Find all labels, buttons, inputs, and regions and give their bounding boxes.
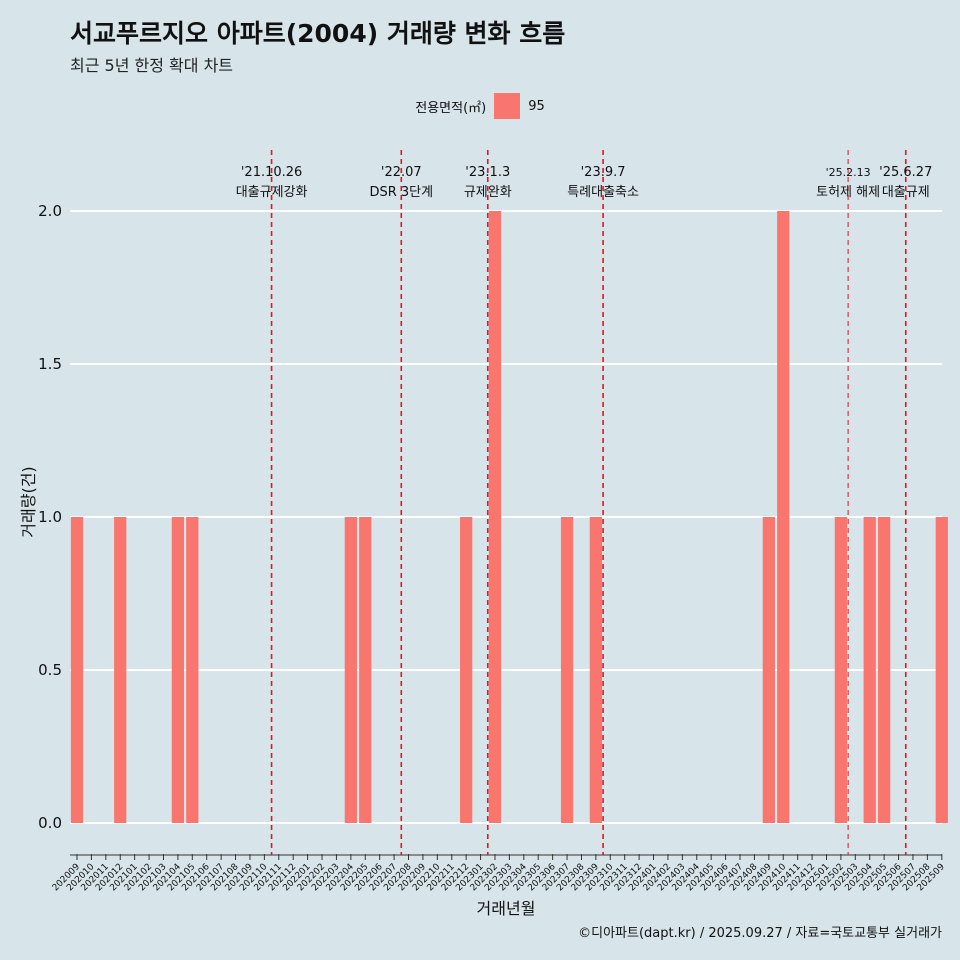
event-label: DSR 3단계 (369, 185, 433, 200)
y-tick-label: 1.5 (38, 355, 62, 373)
legend-title: 전용면적(㎡) (415, 100, 487, 116)
bar (460, 517, 473, 823)
bar (359, 517, 372, 823)
bar (560, 517, 574, 823)
event-label: 특례대출축소 (567, 185, 639, 200)
legend-swatch (494, 93, 521, 119)
bar (171, 517, 185, 823)
event-date: '23.1.3 (465, 165, 510, 180)
event-date: '25.6.27 (879, 165, 932, 180)
y-tick-label: 1.0 (38, 508, 62, 526)
bar (777, 211, 790, 823)
y-tick-label: 0.5 (38, 661, 62, 679)
bar (114, 517, 127, 823)
event-label: 대출규제 (882, 185, 930, 200)
event-label: 토허제 해제 (816, 185, 880, 200)
caption: ©디아파트(dapt.kr) / 2025.09.27 / 자료=국토교통부 실… (578, 926, 942, 941)
legend-label: 95 (528, 98, 545, 114)
chart-subtitle: 최근 5년 한정 확대 차트 (70, 56, 234, 75)
event-date: '23.9.7 (581, 165, 626, 180)
y-tick-label: 0.0 (38, 814, 62, 832)
bar (488, 211, 502, 823)
y-axis-title: 거래량(건) (19, 466, 38, 537)
legend: 전용면적(㎡) 95 (0, 93, 960, 119)
bar (834, 517, 848, 823)
x-axis-title: 거래년월 (477, 899, 536, 918)
bar (70, 517, 84, 823)
event-label: 규제완화 (464, 185, 512, 200)
event-date: '25.2.13 (826, 166, 871, 179)
event-date: '22.07 (381, 165, 422, 180)
y-tick-label: 2.0 (38, 202, 62, 220)
chart-title: 서교푸르지오 아파트(2004) 거래량 변화 흐름 (70, 19, 566, 48)
bar (344, 517, 357, 823)
bar (589, 517, 603, 823)
bar (878, 517, 891, 823)
bar (863, 517, 876, 823)
event-date: '21.10.26 (241, 165, 302, 180)
bar (186, 517, 199, 823)
bar (762, 517, 775, 823)
event-label: 대출규제강화 (236, 185, 308, 200)
bar (935, 517, 948, 823)
